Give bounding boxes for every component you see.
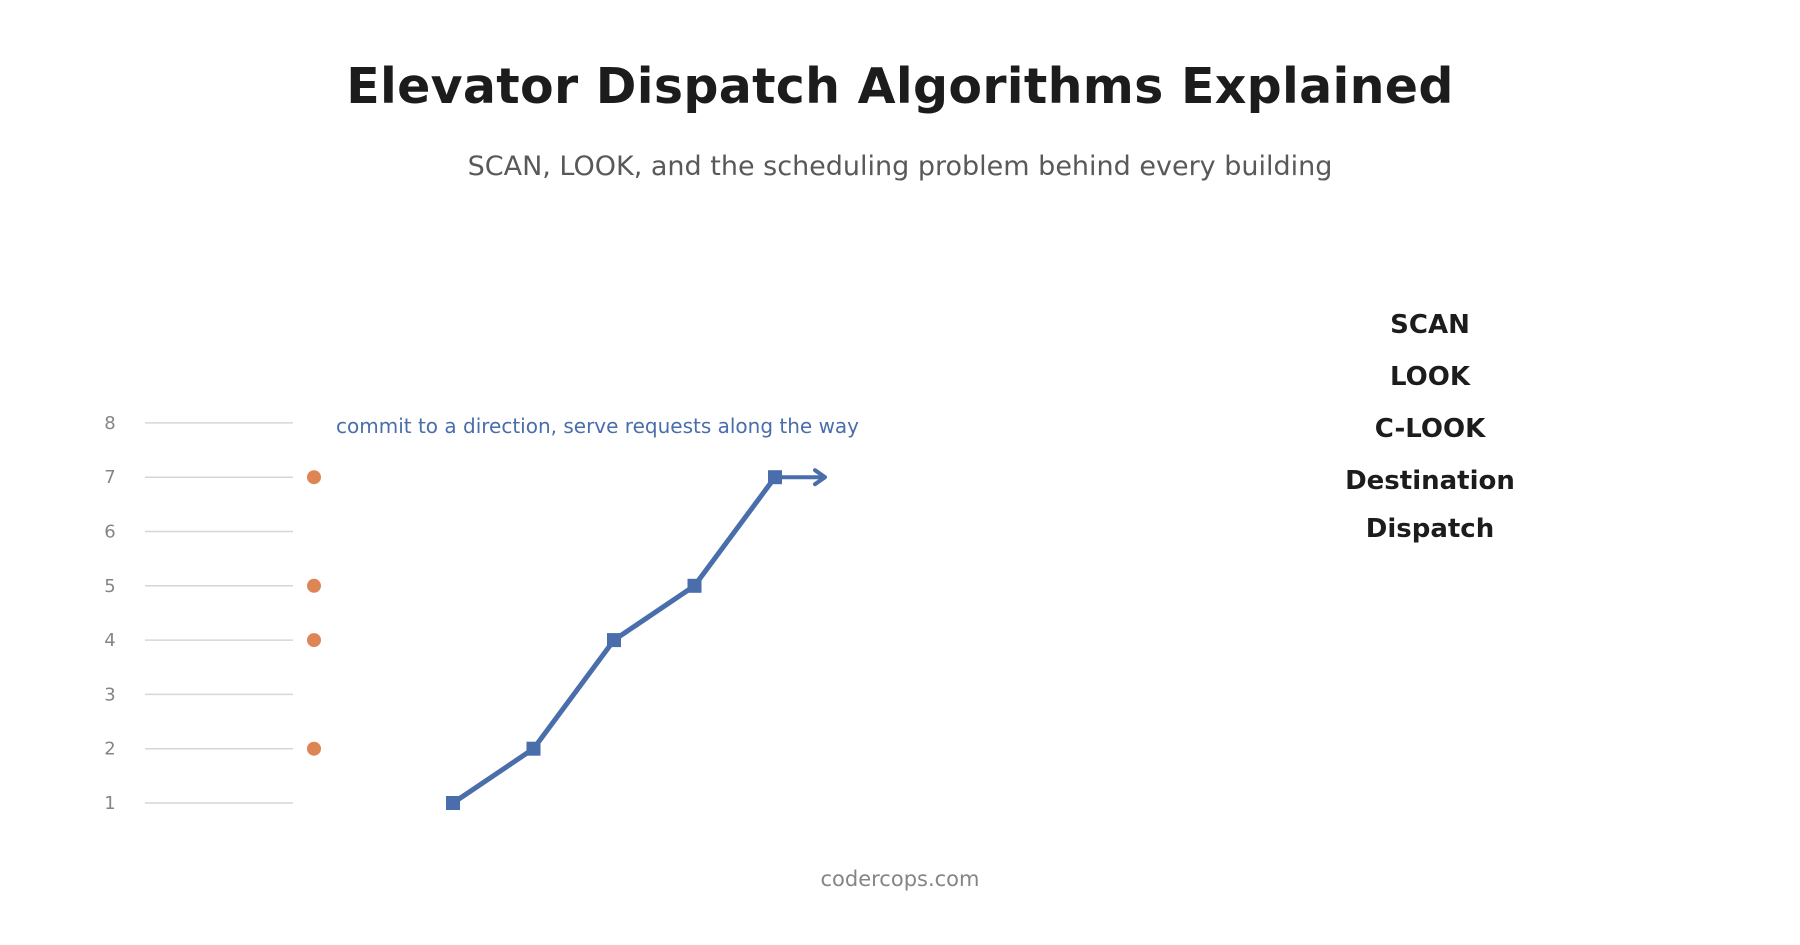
page-subtitle: SCAN, LOOK, and the scheduling problem b… <box>467 151 1333 182</box>
floor-label-6: 6 <box>104 522 115 543</box>
stop-marker-floor-5 <box>687 578 702 593</box>
floor-label-4: 4 <box>104 630 115 651</box>
stop-marker-floor-4 <box>607 633 621 648</box>
algorithm-item-scan: SCAN <box>1390 310 1470 340</box>
algorithm-item-destination: Destination <box>1345 466 1515 496</box>
floor-layer: 1 2 3 4 5 6 7 8 <box>104 413 293 814</box>
annotation-text: commit to a direction, serve requests al… <box>336 414 859 438</box>
floor-label-1: 1 <box>104 793 115 814</box>
stop-marker-floor-7 <box>768 470 782 485</box>
algorithm-item-c-look: C-LOOK <box>1374 414 1486 444</box>
request-layer <box>307 470 321 756</box>
floor-label-7: 7 <box>104 467 115 488</box>
page-title: Elevator Dispatch Algorithms Explained <box>346 58 1454 115</box>
floor-label-3: 3 <box>104 684 115 705</box>
footer-credit: codercops.com <box>820 867 980 891</box>
request-dot-floor-7 <box>307 470 321 485</box>
floor-label-5: 5 <box>104 576 115 597</box>
floor-label-2: 2 <box>104 739 115 760</box>
algorithm-list: SCAN LOOK C-LOOK Destination Dispatch <box>1290 305 1570 561</box>
direction-arrow-head-icon <box>813 468 827 487</box>
request-dot-floor-2 <box>307 741 321 756</box>
stop-marker-floor-1 <box>446 796 460 810</box>
path-layer <box>446 468 827 810</box>
stop-marker-floor-2 <box>526 741 541 756</box>
request-dot-floor-4 <box>307 633 321 648</box>
algorithm-item-look: LOOK <box>1390 362 1470 392</box>
request-dot-floor-5 <box>307 578 321 593</box>
floor-label-8: 8 <box>104 413 115 434</box>
algorithm-item-dispatch: Dispatch <box>1365 514 1495 544</box>
